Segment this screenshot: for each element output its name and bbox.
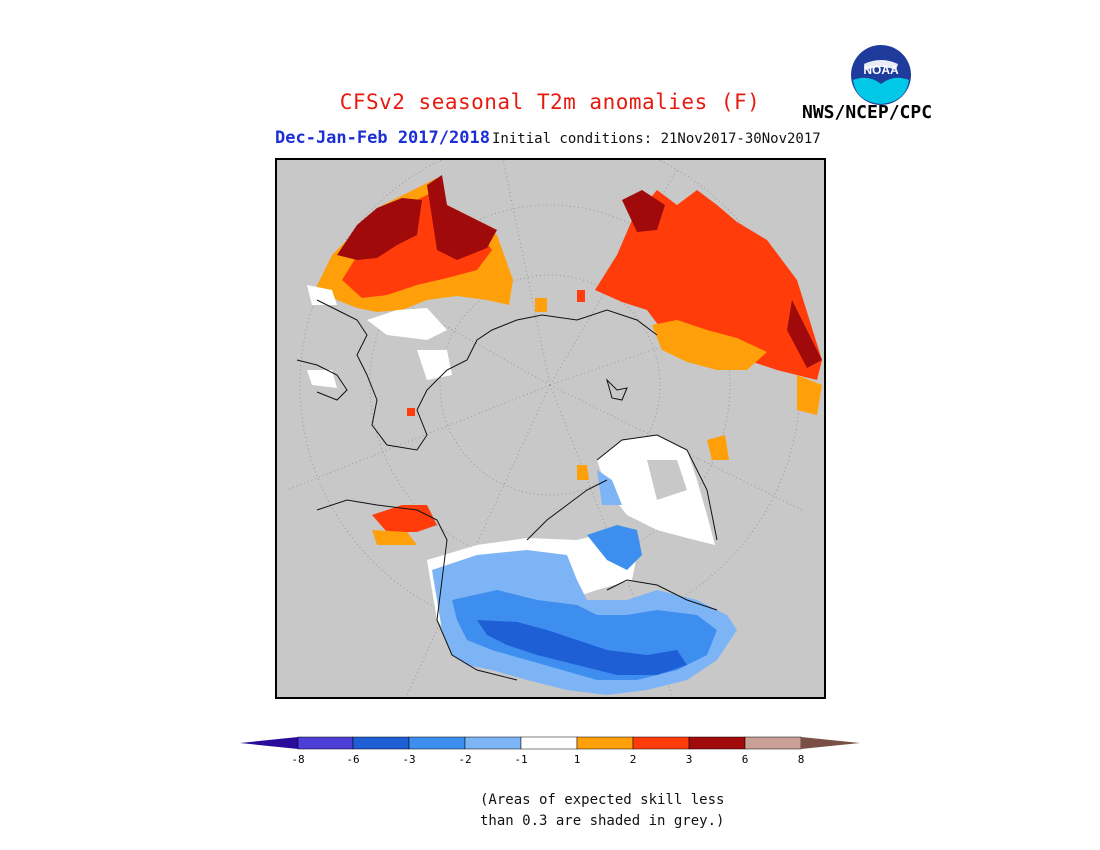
legend-arrow-low bbox=[240, 737, 298, 749]
legend-tick: -8 bbox=[291, 753, 304, 766]
warm-anomaly-europe bbox=[307, 175, 585, 416]
noaa-logo-text: NOAA bbox=[863, 63, 899, 77]
legend-tick: 1 bbox=[574, 753, 581, 766]
warm-anomaly-siberia bbox=[595, 190, 822, 460]
season-label: Dec-Jan-Feb 2017/2018 bbox=[275, 128, 490, 148]
legend-tick: 2 bbox=[630, 753, 637, 766]
legend-tick: -2 bbox=[458, 753, 471, 766]
cold-anomaly-north-america bbox=[372, 505, 737, 695]
legend-tick: -1 bbox=[514, 753, 527, 766]
skill-note-line1: (Areas of expected skill less bbox=[480, 792, 725, 808]
skill-note: (Areas of expected skill less than 0.3 a… bbox=[480, 790, 724, 832]
legend-tick: -6 bbox=[346, 753, 359, 766]
legend-arrow-high bbox=[801, 737, 860, 749]
coastlines bbox=[296, 299, 718, 681]
greenland-near-normal bbox=[577, 435, 715, 545]
map-title: CFSv2 seasonal T2m anomalies (F) bbox=[339, 90, 761, 114]
legend-tick: 3 bbox=[686, 753, 693, 766]
legend-tick: 8 bbox=[798, 753, 805, 766]
anomaly-map-svg bbox=[277, 160, 824, 697]
noaa-logo: NOAA bbox=[851, 45, 911, 105]
initial-conditions-label: Initial conditions: 21Nov2017-30Nov2017 bbox=[492, 131, 821, 147]
color-scale-legend: -8 -6 -3 -2 -1 1 2 3 6 8 bbox=[240, 736, 860, 766]
legend-tick: 6 bbox=[742, 753, 749, 766]
skill-note-line2: than 0.3 are shaded in grey.) bbox=[480, 813, 725, 829]
legend-tick: -3 bbox=[402, 753, 415, 766]
polar-map bbox=[275, 158, 826, 699]
agency-label: NWS/NCEP/CPC bbox=[802, 102, 933, 123]
